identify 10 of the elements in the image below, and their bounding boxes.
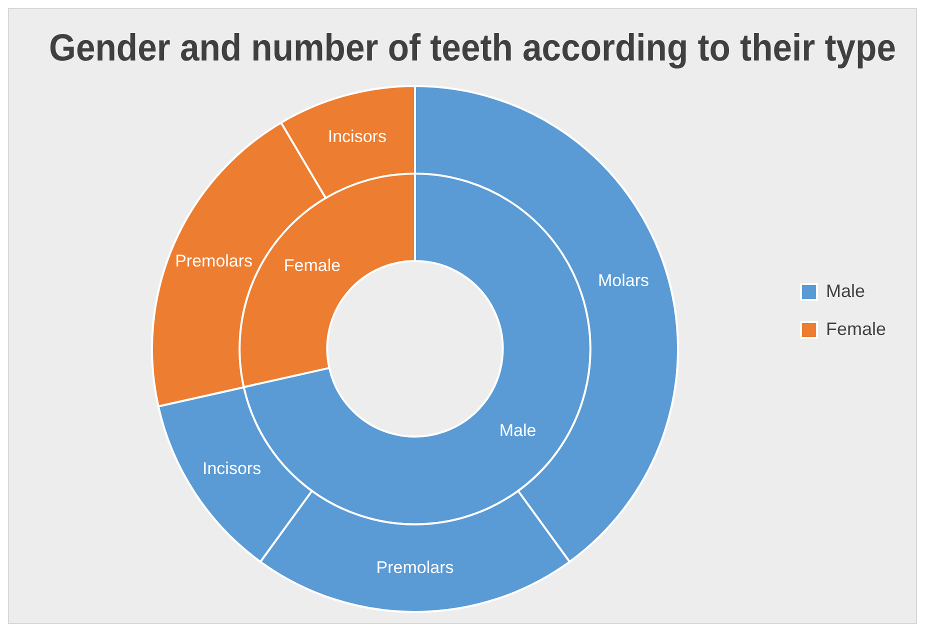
slice-label: Incisors (202, 458, 262, 478)
slice-label: Premolars (376, 557, 454, 576)
slice-label: Premolars (175, 251, 253, 270)
slice-label: Incisors (328, 126, 386, 146)
chart-title: Gender and number of teeth according to their type (49, 26, 896, 69)
slice-label: Molars (598, 270, 649, 290)
legend-label: Female (826, 318, 886, 339)
legend-label: Male (826, 280, 865, 301)
slice-label: Female (284, 256, 341, 276)
slice-label: Male (499, 420, 536, 440)
